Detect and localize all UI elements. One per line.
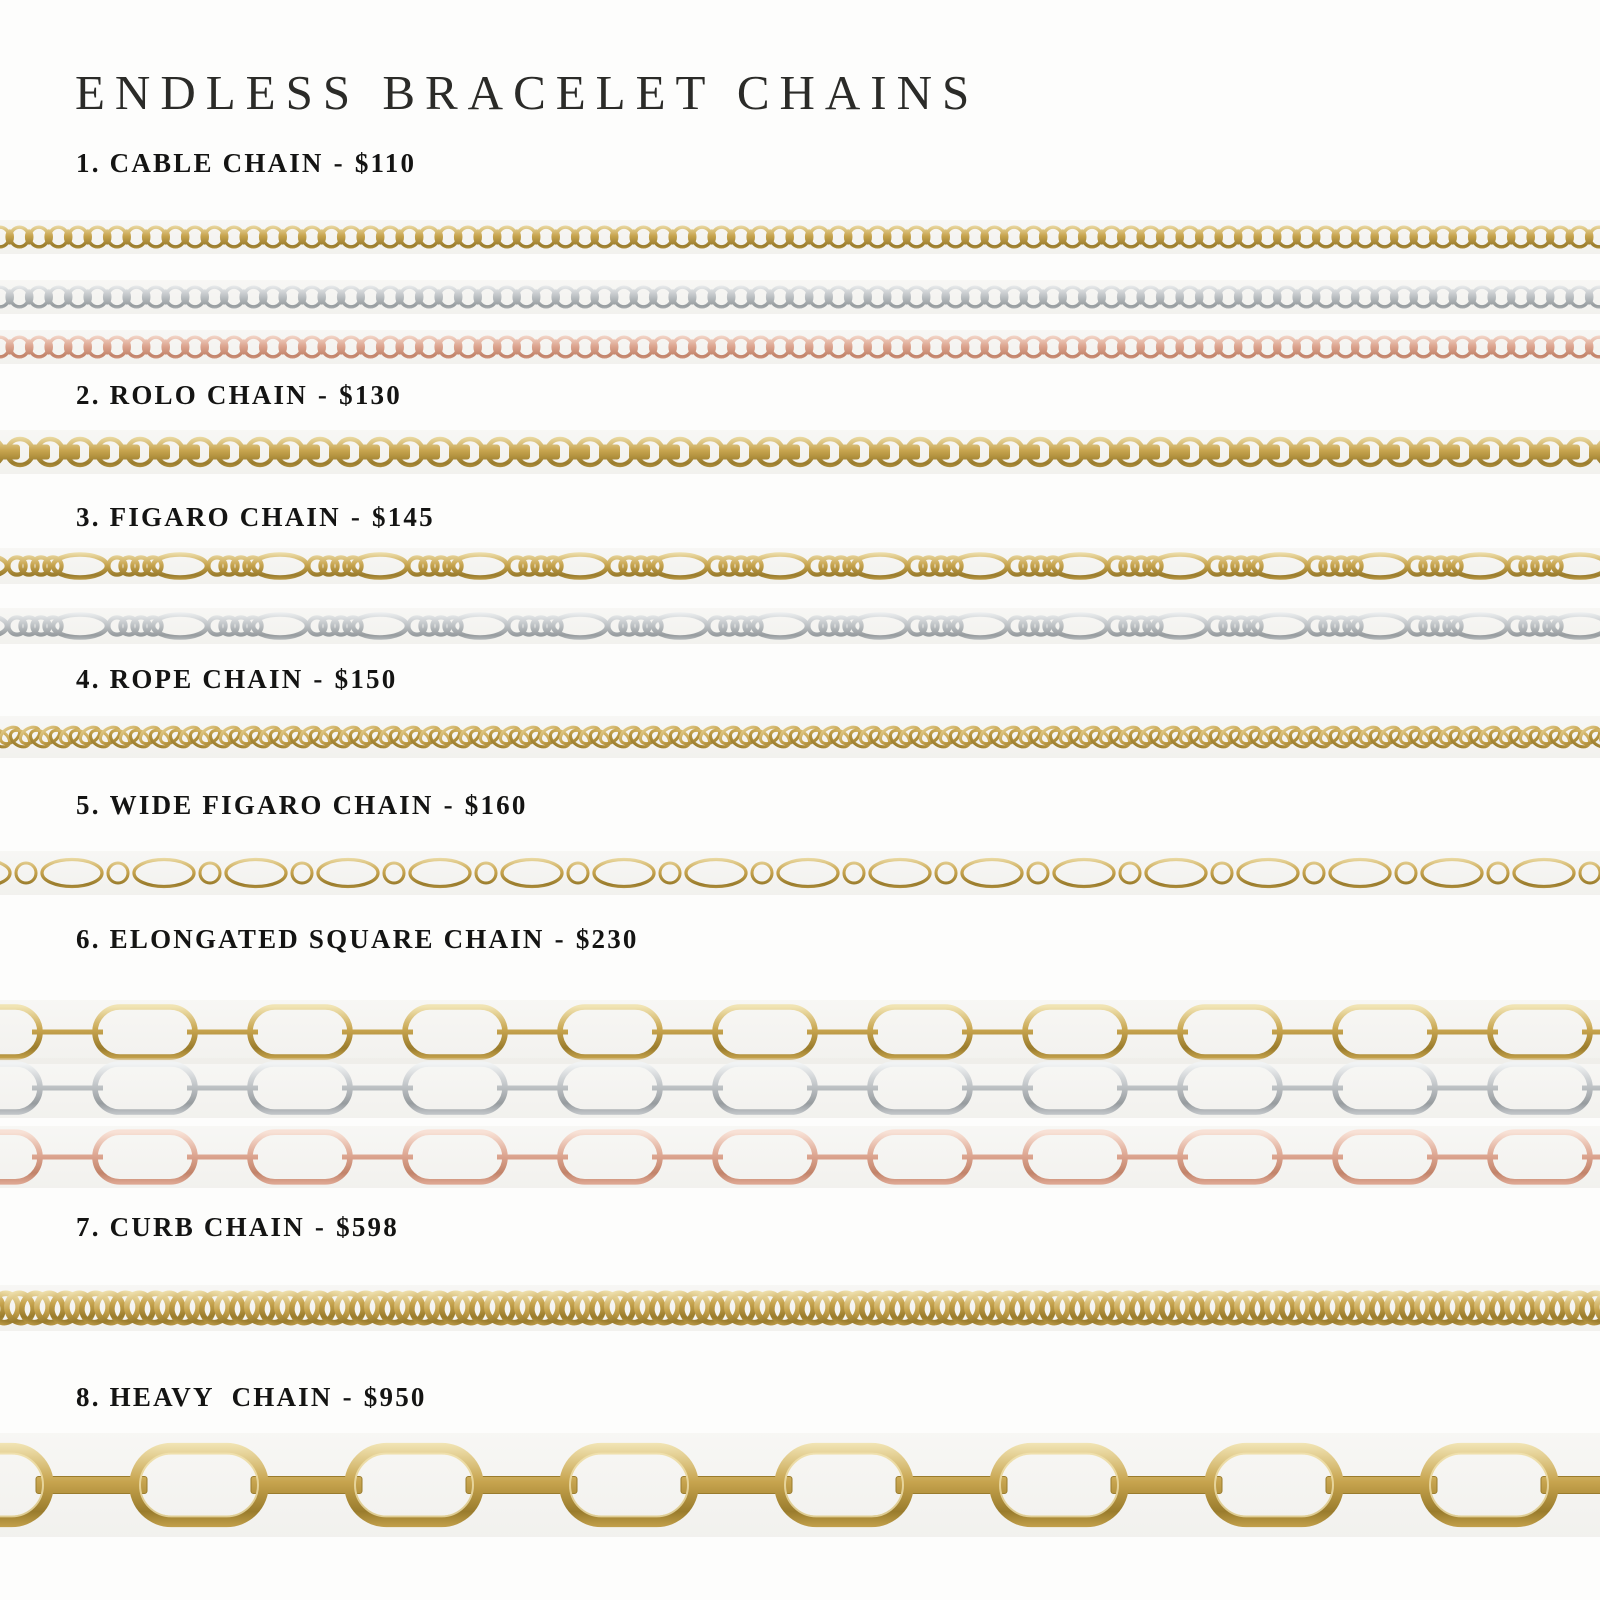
chain-number: 2. xyxy=(76,380,101,410)
chain-number: 3. xyxy=(76,502,101,532)
label-separator: - xyxy=(350,502,363,532)
chain-number: 1. xyxy=(76,148,101,178)
chain-image-elongated-square-rose-gold xyxy=(0,1126,1600,1188)
chain-price: $230 xyxy=(575,924,639,954)
chain-label-rolo: 2. ROLO CHAIN - $130 xyxy=(76,380,402,411)
chain-image-rope-yellow-gold xyxy=(0,716,1600,758)
label-separator: - xyxy=(342,1382,354,1412)
chain-price: $598 xyxy=(336,1212,399,1242)
chain-label-curb: 7. CURB CHAIN - $598 xyxy=(76,1212,399,1243)
chain-name: ROPE CHAIN xyxy=(109,664,304,694)
chain-label-rope: 4. ROPE CHAIN - $150 xyxy=(76,664,397,695)
chain-number: 6. xyxy=(76,924,101,954)
chain-price: $950 xyxy=(363,1382,427,1412)
label-separator: - xyxy=(313,664,325,694)
chain-label-figaro: 3. FIGARO CHAIN - $145 xyxy=(76,502,435,533)
chain-number: 5. xyxy=(76,790,101,820)
label-separator: - xyxy=(317,380,330,410)
chain-name: HEAVY CHAIN xyxy=(109,1382,333,1412)
chain-price: $150 xyxy=(334,664,398,694)
chain-number: 8. xyxy=(76,1382,101,1412)
chain-image-elongated-square-white-gold xyxy=(0,1058,1600,1118)
chain-image-cable-yellow-gold xyxy=(0,220,1600,254)
chain-label-cable: 1. CABLE CHAIN - $110 xyxy=(76,148,416,179)
chain-name: FIGARO CHAIN xyxy=(109,502,341,532)
chain-image-figaro-yellow-gold xyxy=(0,548,1600,584)
chain-price: $160 xyxy=(464,790,528,820)
chain-name: ELONGATED SQUARE CHAIN xyxy=(109,924,545,954)
label-separator: - xyxy=(443,790,455,820)
chain-image-cable-white-gold xyxy=(0,280,1600,314)
chain-image-cable-rose-gold xyxy=(0,330,1600,364)
chain-image-heavy-yellow-gold xyxy=(0,1433,1600,1537)
chain-name: CABLE CHAIN xyxy=(109,148,324,178)
label-separator: - xyxy=(554,924,566,954)
chain-name: CURB CHAIN xyxy=(109,1212,305,1242)
chain-label-heavy: 8. HEAVY CHAIN - $950 xyxy=(76,1382,427,1413)
chain-name: WIDE FIGARO CHAIN xyxy=(109,790,434,820)
page-title: ENDLESS BRACELET CHAINS xyxy=(75,65,980,120)
chain-number: 7. xyxy=(76,1212,101,1242)
chain-number: 4. xyxy=(76,664,101,694)
chain-image-wide-figaro-yellow-gold xyxy=(0,851,1600,895)
chain-price: $130 xyxy=(339,380,402,410)
chain-label-wide-figaro: 5. WIDE FIGARO CHAIN - $160 xyxy=(76,790,528,821)
chain-image-elongated-square-yellow-gold xyxy=(0,1000,1600,1064)
chain-image-curb-yellow-gold xyxy=(0,1285,1600,1331)
chain-price: $145 xyxy=(372,502,435,532)
label-separator: - xyxy=(314,1212,327,1242)
label-separator: - xyxy=(333,148,345,178)
chain-price: $110 xyxy=(354,148,417,178)
chain-label-elongated-square: 6. ELONGATED SQUARE CHAIN - $230 xyxy=(76,924,639,955)
chain-image-figaro-white-gold xyxy=(0,608,1600,644)
chain-name: ROLO CHAIN xyxy=(109,380,308,410)
chain-image-rolo-yellow-gold xyxy=(0,430,1600,474)
